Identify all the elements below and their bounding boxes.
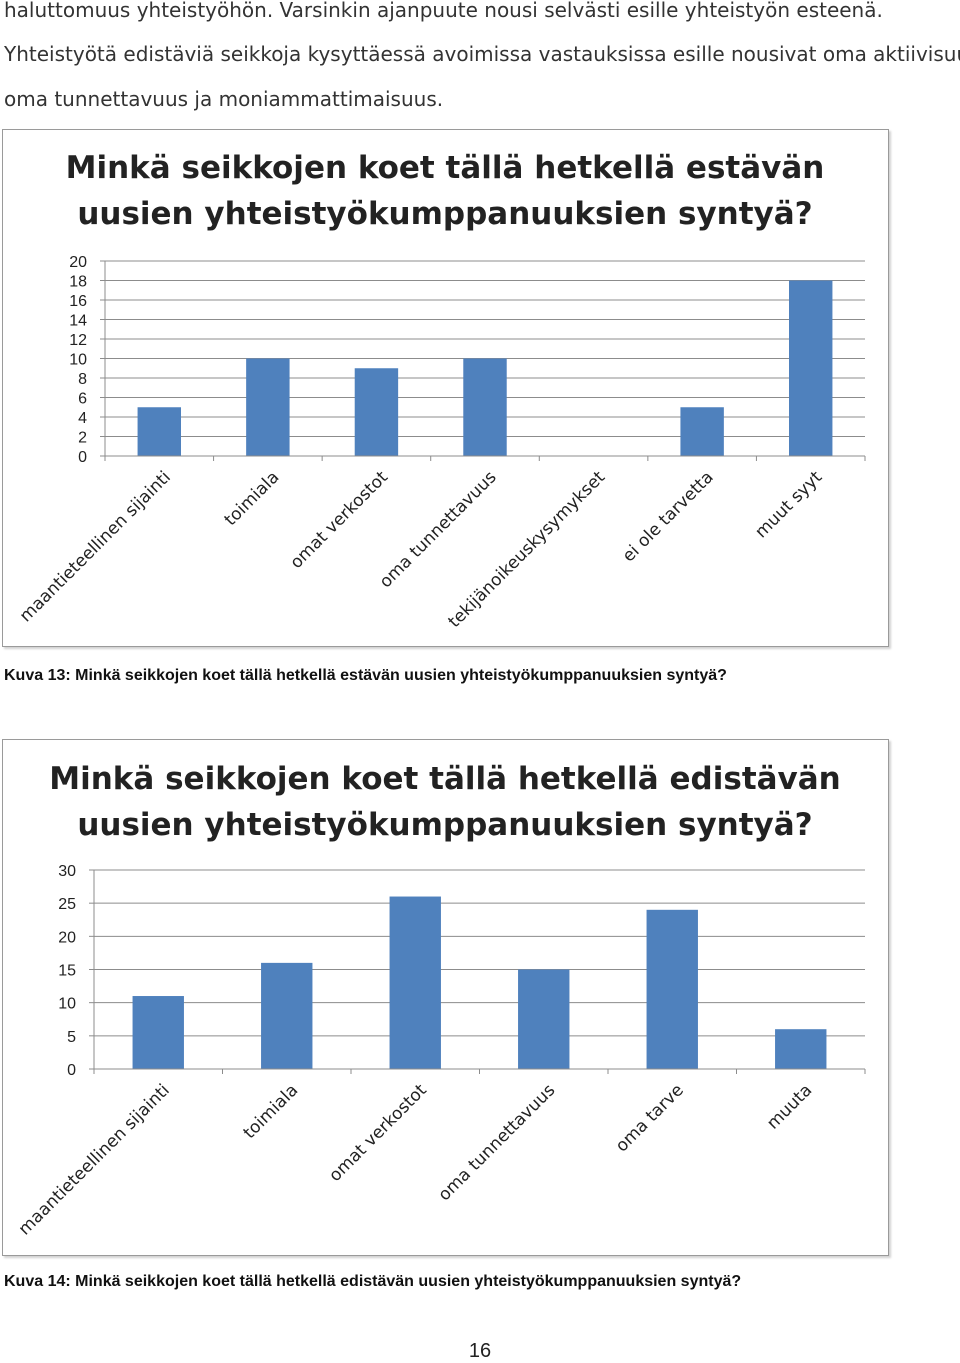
chart-1-ytick-label: 10 bbox=[69, 352, 87, 369]
chart-1-ytick-label: 6 bbox=[78, 391, 87, 408]
chart-frame-2: Minkä seikkojen koet tällä hetkellä edis… bbox=[2, 739, 889, 1256]
intro-paragraph: haluttomuus yhteistyöhön. Varsinkin ajan… bbox=[4, 0, 960, 130]
chart-2: Minkä seikkojen koet tällä hetkellä edis… bbox=[15, 761, 866, 1239]
chart-frame-1: Minkä seikkojen koet tällä hetkellä estä… bbox=[2, 129, 889, 647]
chart-1-ytick-label: 4 bbox=[78, 410, 87, 427]
chart-2-title-line-2: uusien yhteistyökumppanuuksien syntyä? bbox=[77, 807, 812, 843]
intro-line-3: oma tunnettavuus ja moniammattimaisuus. bbox=[4, 87, 444, 111]
chart-2-category-label-4: oma tunnettavuus bbox=[435, 1080, 560, 1205]
chart-1: Minkä seikkojen koet tällä hetkellä estä… bbox=[16, 150, 866, 632]
chart-1-bar-4 bbox=[463, 358, 507, 456]
chart-1-ytick-label: 16 bbox=[69, 293, 87, 310]
chart-1-ytick-label: 18 bbox=[69, 274, 87, 291]
chart-2-category-label-1: maantieteellinen sijainti bbox=[15, 1080, 174, 1239]
chart-2-ytick-label: 25 bbox=[58, 896, 76, 913]
chart-2-category-label-2: toimiala bbox=[240, 1080, 303, 1143]
chart-1-title-line-2: uusien yhteistyökumppanuuksien syntyä? bbox=[77, 196, 812, 232]
chart-1-bar-6 bbox=[680, 407, 724, 456]
chart-2-ytick-label: 0 bbox=[67, 1062, 76, 1079]
chart-2-ytick-label: 5 bbox=[67, 1029, 76, 1046]
page-number: 16 bbox=[468, 1340, 492, 1362]
intro-line-2: Yhteistyötä edistäviä seikkoja kysyttäes… bbox=[4, 42, 960, 66]
chart-2-bar-1 bbox=[132, 996, 184, 1069]
chart-2-ytick-label: 20 bbox=[58, 929, 76, 946]
chart-1-category-label-1: maantieteellinen sijainti bbox=[16, 467, 175, 626]
chart-2-bar-5 bbox=[646, 909, 698, 1069]
chart-1-ytick-label: 12 bbox=[69, 332, 87, 349]
chart-1-bar-7 bbox=[789, 280, 833, 456]
chart-2-category-label-6: muuta bbox=[763, 1080, 816, 1133]
chart-2-title-line-1: Minkä seikkojen koet tällä hetkellä edis… bbox=[49, 761, 841, 797]
chart-2-bar-2 bbox=[261, 962, 313, 1069]
chart-1-category-label-6: ei ole tarvetta bbox=[619, 467, 718, 566]
intro-line-1: haluttomuus yhteistyöhön. Varsinkin ajan… bbox=[4, 0, 883, 22]
chart-1-bar-3 bbox=[354, 368, 399, 456]
chart-1-bar-1 bbox=[137, 407, 181, 456]
chart-2-ytick-label: 10 bbox=[58, 996, 76, 1013]
chart-2-category-label-5: oma tarve bbox=[612, 1080, 688, 1156]
chart-1-ytick-label: 2 bbox=[78, 430, 87, 447]
chart-2-category-label-3: omat verkostot bbox=[325, 1080, 431, 1186]
chart-1-ytick-label: 20 bbox=[69, 254, 87, 271]
chart-1-ytick-label: 0 bbox=[78, 449, 87, 466]
chart-2-bar-4 bbox=[518, 969, 570, 1069]
chart-1-category-label-4: oma tunnettavuus bbox=[376, 467, 501, 592]
chart-1-bar-2 bbox=[246, 358, 290, 456]
figure-caption-13: Kuva 13: Minkä seikkojen koet tällä hetk… bbox=[4, 667, 727, 684]
chart-1-category-label-2: toimiala bbox=[221, 467, 284, 530]
figure-caption-14: Kuva 14: Minkä seikkojen koet tällä hetk… bbox=[4, 1273, 742, 1290]
chart-2-bar-6 bbox=[775, 1029, 827, 1069]
chart-2-ytick-label: 15 bbox=[58, 963, 76, 980]
chart-1-title-line-1: Minkä seikkojen koet tällä hetkellä estä… bbox=[66, 150, 825, 186]
chart-1-ytick-label: 14 bbox=[69, 313, 87, 330]
chart-2-ytick-label: 30 bbox=[58, 863, 76, 880]
chart-1-ytick-label: 8 bbox=[78, 371, 87, 388]
chart-2-bar-3 bbox=[389, 896, 441, 1069]
chart-1-category-label-7: muut syyt bbox=[751, 467, 826, 542]
chart-1-category-label-3: omat verkostot bbox=[286, 467, 392, 573]
